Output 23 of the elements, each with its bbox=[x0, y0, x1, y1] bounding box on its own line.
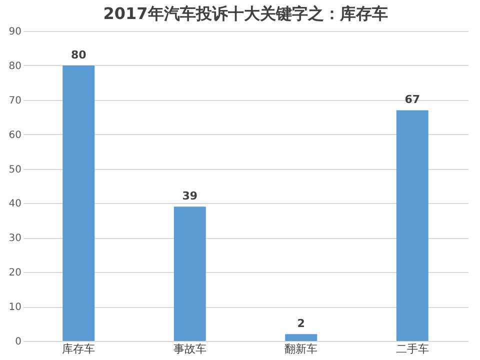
bar bbox=[174, 206, 206, 341]
y-tick-label: 30 bbox=[8, 233, 22, 244]
data-label: 67 bbox=[404, 93, 420, 106]
data-label: 39 bbox=[182, 190, 198, 203]
y-tick-label: 70 bbox=[8, 95, 22, 106]
y-tick-label: 50 bbox=[8, 164, 22, 176]
x-tick-label: 二手车 bbox=[396, 342, 429, 356]
bar bbox=[62, 65, 95, 341]
y-tick-label: 40 bbox=[8, 198, 22, 210]
data-label: 2 bbox=[297, 317, 305, 330]
bar bbox=[396, 110, 428, 341]
bar bbox=[285, 334, 318, 341]
chart-title: 2017年汽车投诉十大关键字之：库存车 bbox=[103, 4, 388, 23]
y-tick-label: 0 bbox=[15, 336, 22, 348]
y-tick-label: 80 bbox=[8, 60, 22, 72]
x-tick-label: 库存车 bbox=[62, 342, 96, 356]
x-tick-label: 翻新车 bbox=[284, 342, 318, 356]
y-tick-label: 10 bbox=[8, 302, 22, 314]
x-tick-label: 事故车 bbox=[173, 342, 206, 356]
y-tick-label: 60 bbox=[8, 130, 22, 141]
data-label: 80 bbox=[70, 48, 87, 62]
y-tick-label: 20 bbox=[8, 268, 22, 279]
y-tick-label: 90 bbox=[8, 26, 22, 38]
